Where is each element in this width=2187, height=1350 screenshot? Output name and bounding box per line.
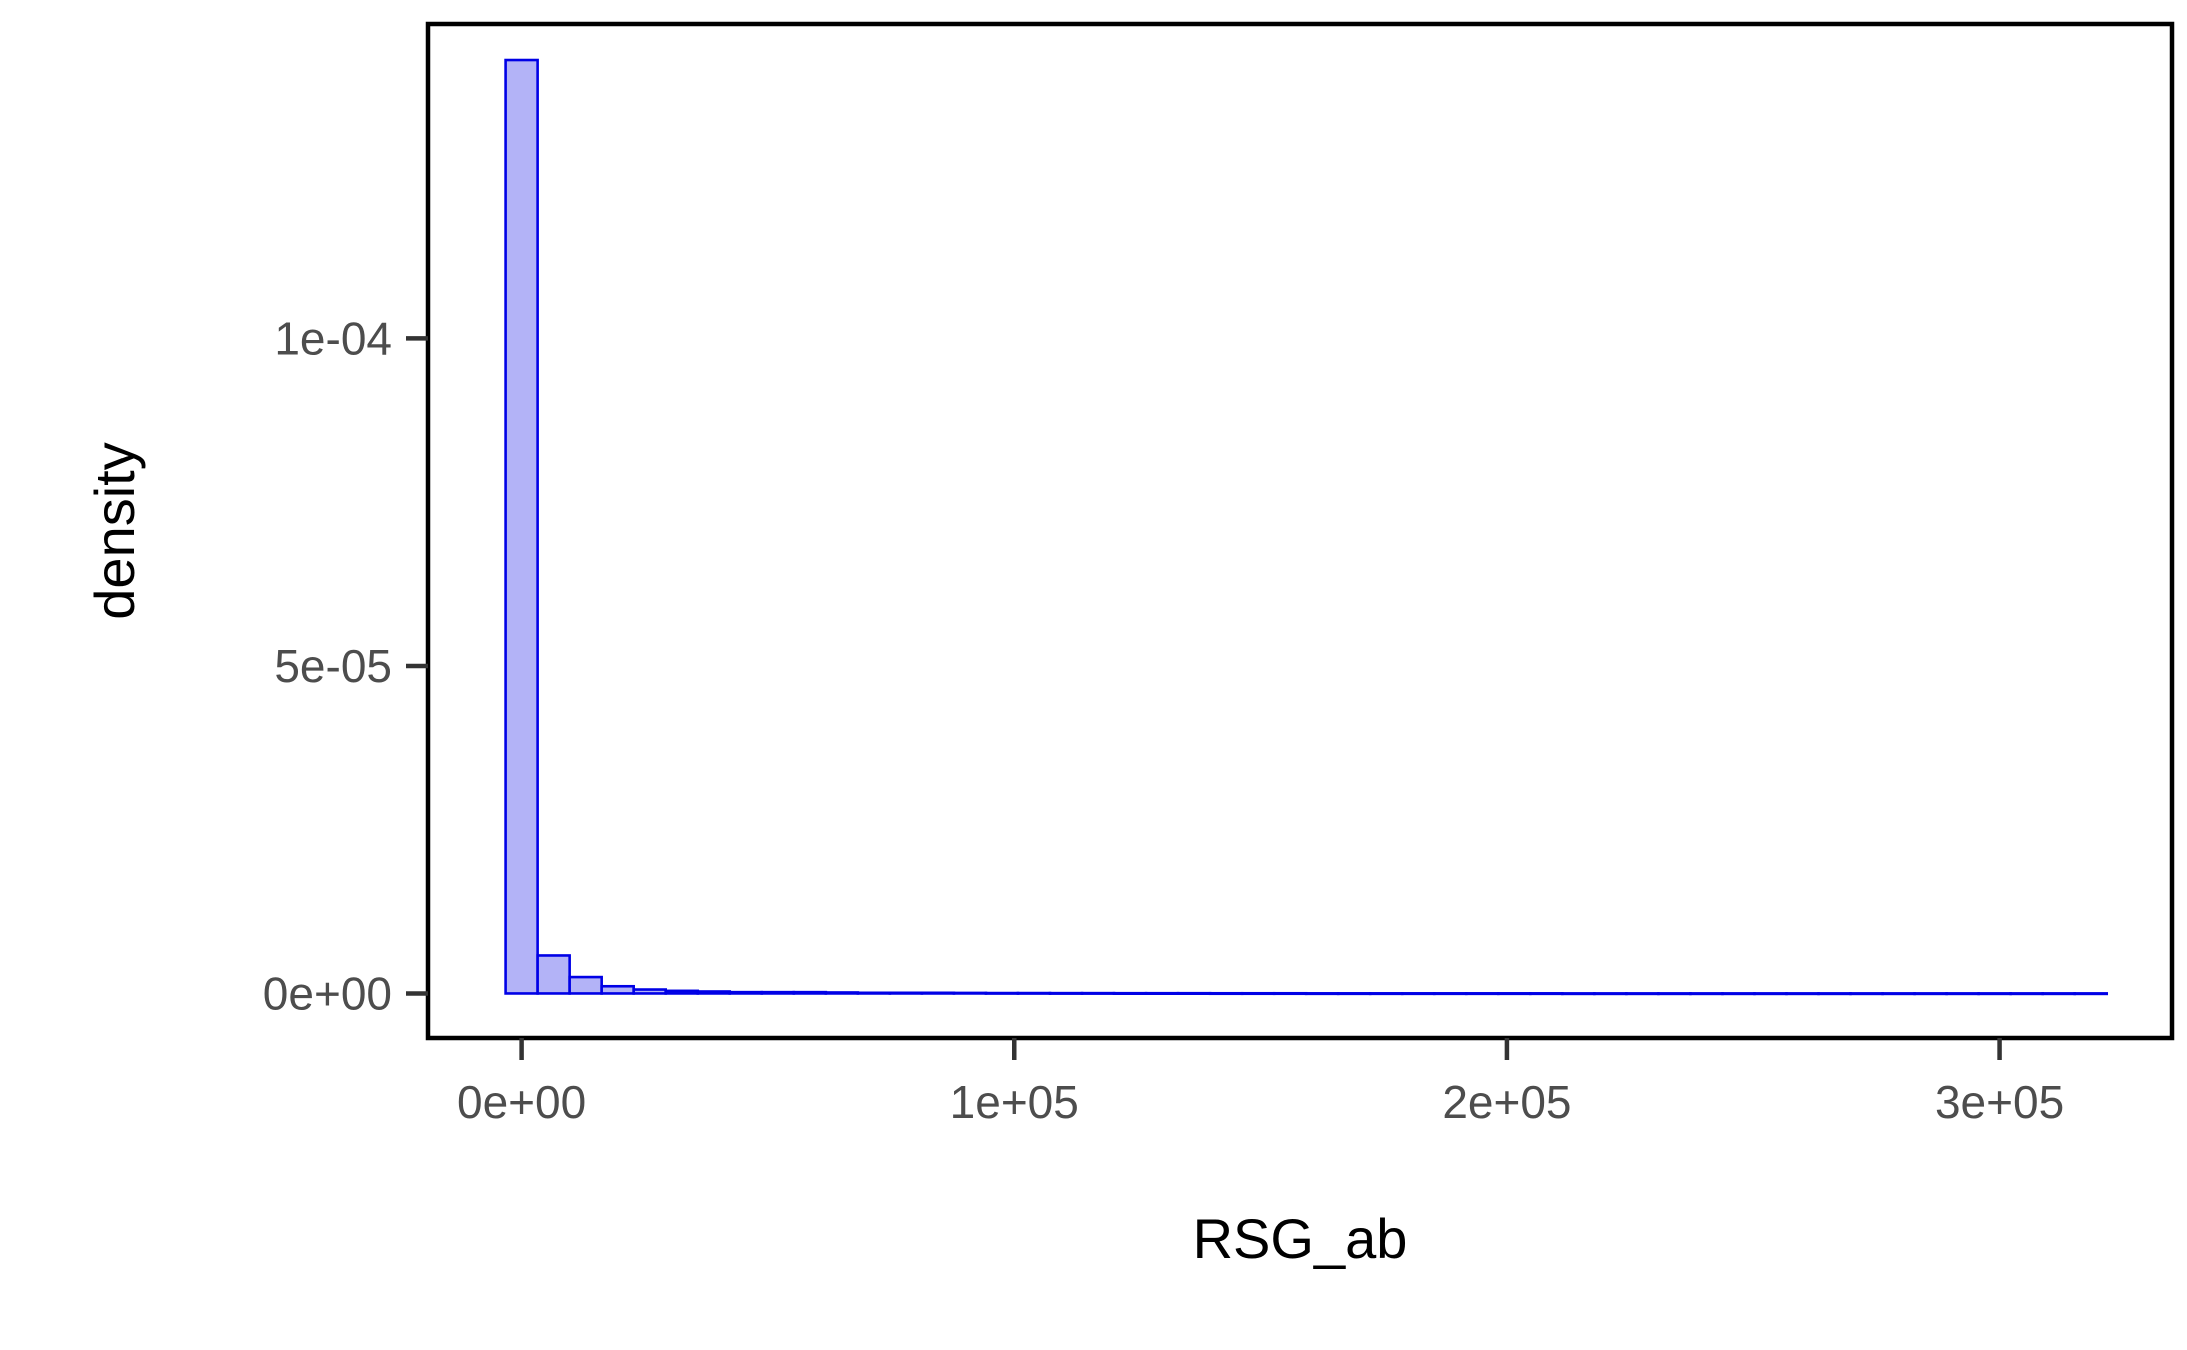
histogram-bar bbox=[1849, 992, 1884, 996]
x-tick-label: 1e+05 bbox=[950, 1076, 1079, 1128]
histogram-bar bbox=[984, 991, 1020, 995]
histogram-bar bbox=[1753, 992, 1788, 996]
histogram-bar bbox=[792, 990, 828, 995]
x-axis-title: RSG_ab bbox=[1193, 1207, 1408, 1270]
histogram-bar bbox=[1208, 991, 1244, 996]
histogram-bar bbox=[1336, 992, 1372, 996]
x-tick-label: 3e+05 bbox=[1935, 1076, 2064, 1128]
histogram-bar bbox=[2041, 992, 2077, 996]
x-axis-ticks: 0e+00 1e+05 2e+05 3e+05 bbox=[457, 1038, 2064, 1128]
y-axis-ticks: 0e+00 5e-05 1e-04 bbox=[263, 312, 428, 1019]
histogram-bar bbox=[632, 988, 667, 995]
histogram-bar bbox=[1432, 992, 1468, 996]
histogram-bar bbox=[664, 989, 700, 995]
histogram-bar bbox=[1304, 992, 1340, 996]
histogram-bar bbox=[920, 991, 956, 995]
histogram-bar bbox=[568, 975, 603, 995]
histogram-bar bbox=[1785, 992, 1820, 996]
histogram-bar bbox=[1080, 991, 1116, 995]
histogram-bar bbox=[1561, 992, 1596, 996]
histogram-bar bbox=[1817, 992, 1852, 996]
y-tick-label: 0e+00 bbox=[263, 967, 392, 1019]
y-axis-title: density bbox=[83, 442, 146, 619]
histogram-bar bbox=[1496, 992, 1532, 996]
plot-panel-border bbox=[425, 21, 2175, 1041]
x-tick-label: 0e+00 bbox=[457, 1076, 586, 1128]
histogram-bar bbox=[952, 991, 988, 995]
histogram-bar bbox=[696, 990, 732, 995]
histogram-bar bbox=[1112, 991, 1148, 996]
histogram-bar bbox=[1400, 992, 1436, 996]
histogram-bar bbox=[1464, 992, 1500, 996]
histogram-bar bbox=[1144, 991, 1180, 996]
histogram-bar bbox=[1048, 991, 1084, 995]
x-tick-label: 2e+05 bbox=[1442, 1076, 1571, 1128]
histogram-bar bbox=[1272, 991, 1308, 996]
histogram-bar bbox=[1945, 992, 1980, 996]
histogram-bar bbox=[1625, 992, 1660, 996]
histogram-bar bbox=[2073, 992, 2109, 996]
histogram-bar bbox=[1913, 992, 1948, 996]
histogram-bar bbox=[1529, 992, 1564, 996]
y-tick-label: 5e-05 bbox=[274, 640, 392, 692]
histogram-bar bbox=[1240, 991, 1276, 996]
histogram-bar bbox=[728, 990, 764, 995]
histogram-bar bbox=[1368, 992, 1404, 996]
histogram-bar bbox=[1657, 992, 1692, 996]
histogram-bar bbox=[600, 984, 635, 995]
histogram-bar bbox=[888, 991, 924, 995]
histogram-bar bbox=[1176, 991, 1212, 996]
histogram-bar bbox=[760, 990, 796, 995]
histogram-bar bbox=[1593, 992, 1628, 996]
histogram-bar bbox=[1977, 992, 2012, 996]
histogram-bar bbox=[1881, 992, 1916, 996]
histogram-bar bbox=[1689, 992, 1724, 996]
histogram-bar bbox=[1016, 991, 1052, 995]
histogram-bar bbox=[824, 991, 860, 995]
histogram-bar bbox=[504, 58, 539, 995]
histogram-bar bbox=[2009, 992, 2044, 996]
histogram-bar bbox=[536, 954, 571, 995]
histogram-bars bbox=[504, 58, 2109, 996]
histogram-bar bbox=[1721, 992, 1756, 996]
histogram-bar bbox=[856, 991, 892, 995]
y-tick-label: 1e-04 bbox=[274, 312, 392, 364]
